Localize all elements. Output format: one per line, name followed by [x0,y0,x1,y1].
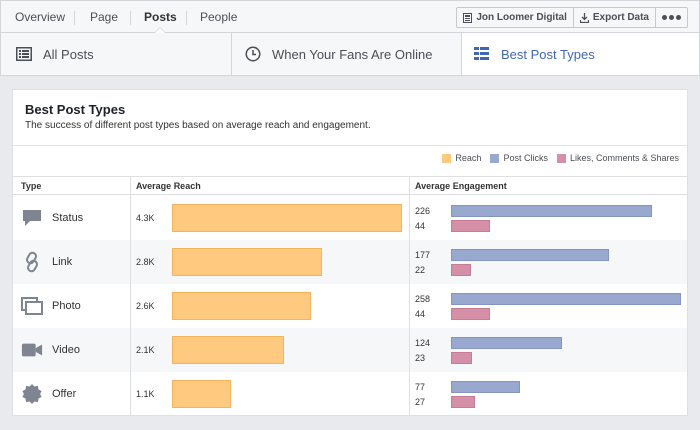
legend-swatch [556,153,566,163]
section-tabs: All Posts When Your Fans Are Online Best… [0,33,700,76]
page-actions: Jon Loomer Digital Export Data [456,7,688,28]
account-button[interactable]: Jon Loomer Digital [457,8,574,27]
likes-bar [451,396,475,408]
likes-bar [451,264,471,276]
page-icon [463,12,473,23]
export-label: Export Data [592,12,649,23]
export-data-button[interactable]: Export Data [574,8,656,27]
likes-bar [451,220,490,232]
section-tab-label: When Your Fans Are Online [272,46,433,62]
section-tab-best-post-types[interactable]: Best Post Types [462,33,699,75]
legend-item-reach: Reach [442,153,481,163]
legend-label: Reach [455,153,482,163]
table-row: Video 2.1K 124 23 [13,328,687,372]
status-icon [21,207,43,229]
card-title: Best Post Types [25,102,126,117]
post-type-label: Video [52,344,80,356]
top-nav: Overview Page Posts People Jon Loomer Di… [0,0,700,34]
section-divider [231,33,232,75]
column-header-reach: Average Reach [136,181,201,191]
tab-page[interactable]: Page [90,10,119,24]
tab-people[interactable]: People [200,10,238,24]
legend-item-likes: Likes, Comments & Shares [556,153,679,163]
likes-bar [451,352,472,364]
reach-value: 2.1K [136,345,155,355]
reach-bar [172,248,322,276]
reach-value: 4.3K [136,213,155,223]
section-divider [461,33,462,75]
reach-value: 1.1K [136,389,155,399]
post-type-label: Status [52,212,84,224]
column-header-type: Type [21,181,42,191]
section-tab-all-posts[interactable]: All Posts [1,33,231,75]
tab-overview[interactable]: Overview [15,10,66,24]
table-row: Link 2.8K 177 22 [13,240,687,284]
table-icon [15,45,33,63]
likes-bar [451,308,490,320]
post-clicks-bar [451,249,609,261]
table-row: Offer 1.1K 77 27 [13,372,687,416]
reach-bar [172,336,284,364]
table-row: Status 4.3K 226 44 [13,196,687,240]
legend-swatch [442,153,452,163]
best-post-types-card: Best Post Types The success of different… [12,89,688,416]
post-clicks-bar [451,381,520,393]
tab-posts[interactable]: Posts [144,1,177,34]
likes-value: 44 [415,221,426,231]
section-tab-label: All Posts [43,46,94,62]
legend-label: Likes, Comments & Shares [569,153,679,163]
section-tab-fans-online[interactable]: When Your Fans Are Online [232,33,461,75]
legend-swatch [490,153,500,163]
likes-value: 22 [415,265,426,275]
video-icon [21,339,43,361]
tab-divider [130,11,131,25]
link-icon [21,251,43,273]
post-clicks-bar [451,293,681,305]
table-row: Photo 2.6K 258 44 [13,284,687,328]
photo-icon [21,295,43,317]
divider [13,145,687,146]
post-type-label: Photo [52,300,81,312]
list-icon [473,45,491,63]
legend-item-post-clicks: Post Clicks [490,153,548,163]
post-clicks-value: 177 [415,250,431,260]
more-icon [662,15,681,20]
post-type-label: Offer [52,388,77,400]
card-subtitle: The success of different post types base… [25,120,371,131]
post-type-label: Link [52,256,73,268]
legend-label: Post Clicks [503,153,548,163]
table-header: Type Average Reach Average Engagement [13,176,687,195]
likes-value: 23 [415,353,426,363]
post-clicks-value: 258 [415,294,431,304]
reach-value: 2.8K [136,257,155,267]
account-label: Jon Loomer Digital [476,12,567,23]
post-clicks-bar [451,205,652,217]
column-divider [409,176,410,416]
post-clicks-bar [451,337,562,349]
reach-bar [172,204,402,232]
download-icon [579,12,589,23]
clock-icon [244,45,262,63]
post-clicks-value: 77 [415,382,426,392]
column-divider [130,176,131,416]
offer-icon [21,383,43,405]
reach-bar [172,380,231,408]
post-clicks-value: 124 [415,338,431,348]
likes-value: 27 [415,397,426,407]
post-clicks-value: 226 [415,206,431,216]
legend: Reach Post Clicks Likes, Comments & Shar… [442,153,679,163]
column-header-engagement: Average Engagement [415,181,507,191]
section-tab-label: Best Post Types [501,46,595,62]
more-options-button[interactable] [656,8,687,27]
tab-divider [74,11,75,25]
reach-value: 2.6K [136,301,155,311]
tab-divider [186,11,187,25]
likes-value: 44 [415,309,426,319]
reach-bar [172,292,311,320]
